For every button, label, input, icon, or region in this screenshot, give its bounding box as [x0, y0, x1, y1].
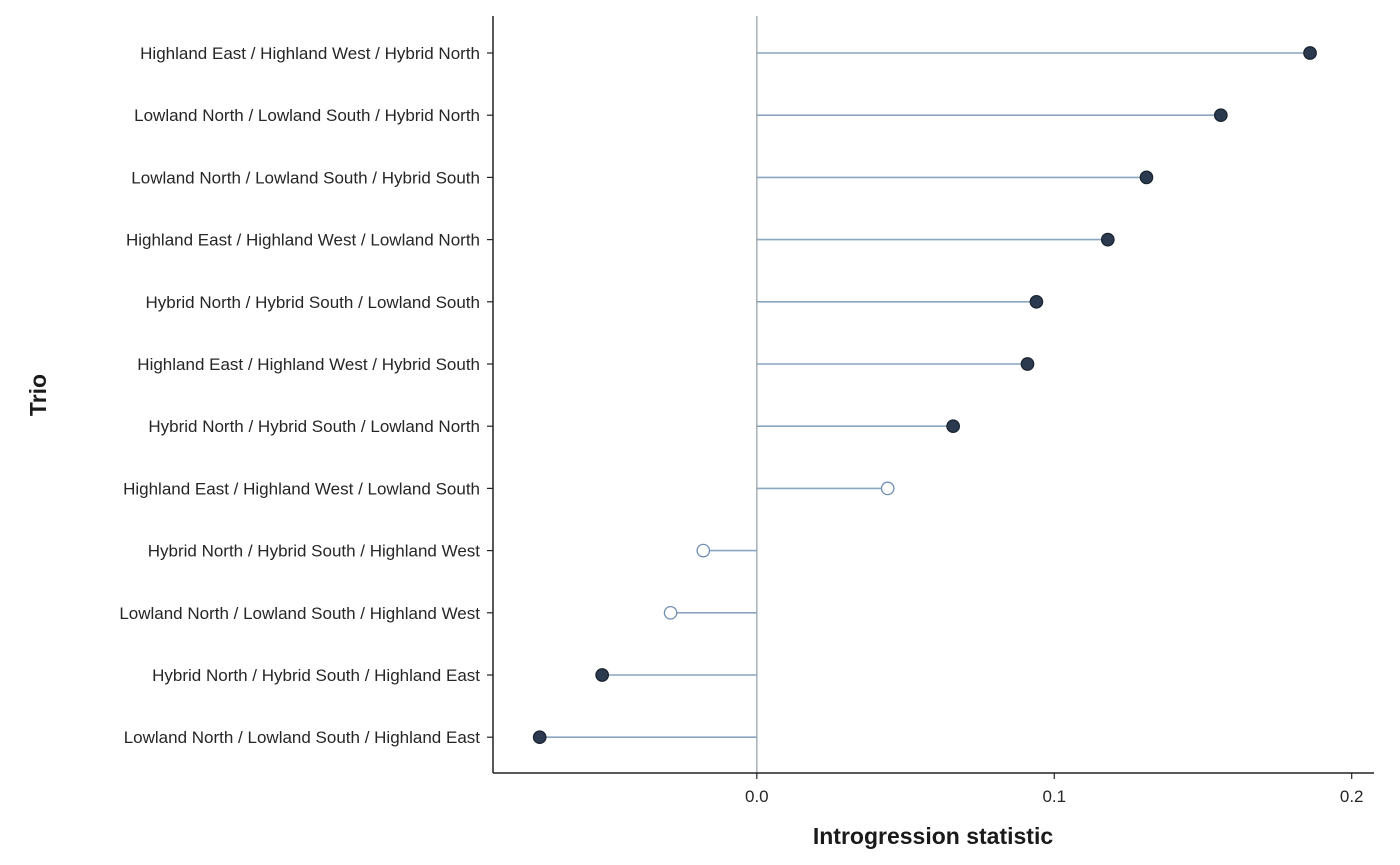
x-tick-label: 0.2: [1340, 787, 1364, 806]
y-tick-label: Hybrid North / Hybrid South / Highland E…: [152, 666, 480, 685]
significant-point: [532, 730, 547, 745]
significant-point: [1029, 294, 1044, 309]
x-tick-label: 0.1: [1042, 787, 1066, 806]
y-tick-label: Highland East / Highland West / Lowland …: [123, 479, 480, 498]
y-tick-label: Highland East / Highland West / Hybrid S…: [137, 355, 480, 374]
y-tick-label: Highland East / Highland West / Hybrid N…: [140, 44, 480, 63]
y-axis-title: Trio: [25, 374, 51, 416]
y-tick-label: Lowland North / Lowland South / Hybrid S…: [131, 168, 480, 187]
non-significant-point: [880, 481, 895, 496]
y-tick-label: Hybrid North / Hybrid South / Lowland So…: [145, 293, 480, 312]
significant-point: [1139, 170, 1154, 185]
significant-point: [1100, 232, 1115, 247]
significant-point: [1213, 108, 1228, 123]
x-axis-title: Introgression statistic: [813, 823, 1053, 849]
significant-point: [1020, 357, 1035, 371]
x-tick-label: 0.0: [745, 787, 769, 806]
y-tick-label: Hybrid North / Hybrid South / Highland W…: [148, 542, 481, 561]
non-significant-point: [696, 543, 711, 558]
significant-point: [595, 668, 610, 682]
non-significant-point: [663, 605, 678, 620]
y-tick-label: Lowland North / Lowland South / Hybrid N…: [134, 106, 480, 125]
y-tick-label: Lowland North / Lowland South / Highland…: [119, 604, 480, 623]
significant-point: [946, 419, 960, 434]
y-tick-label: Lowland North / Lowland South / Highland…: [124, 728, 481, 747]
y-tick-label: Highland East / Highland West / Lowland …: [126, 231, 480, 250]
significant-point: [1303, 46, 1317, 60]
y-tick-label: Hybrid North / Hybrid South / Lowland No…: [148, 417, 480, 436]
